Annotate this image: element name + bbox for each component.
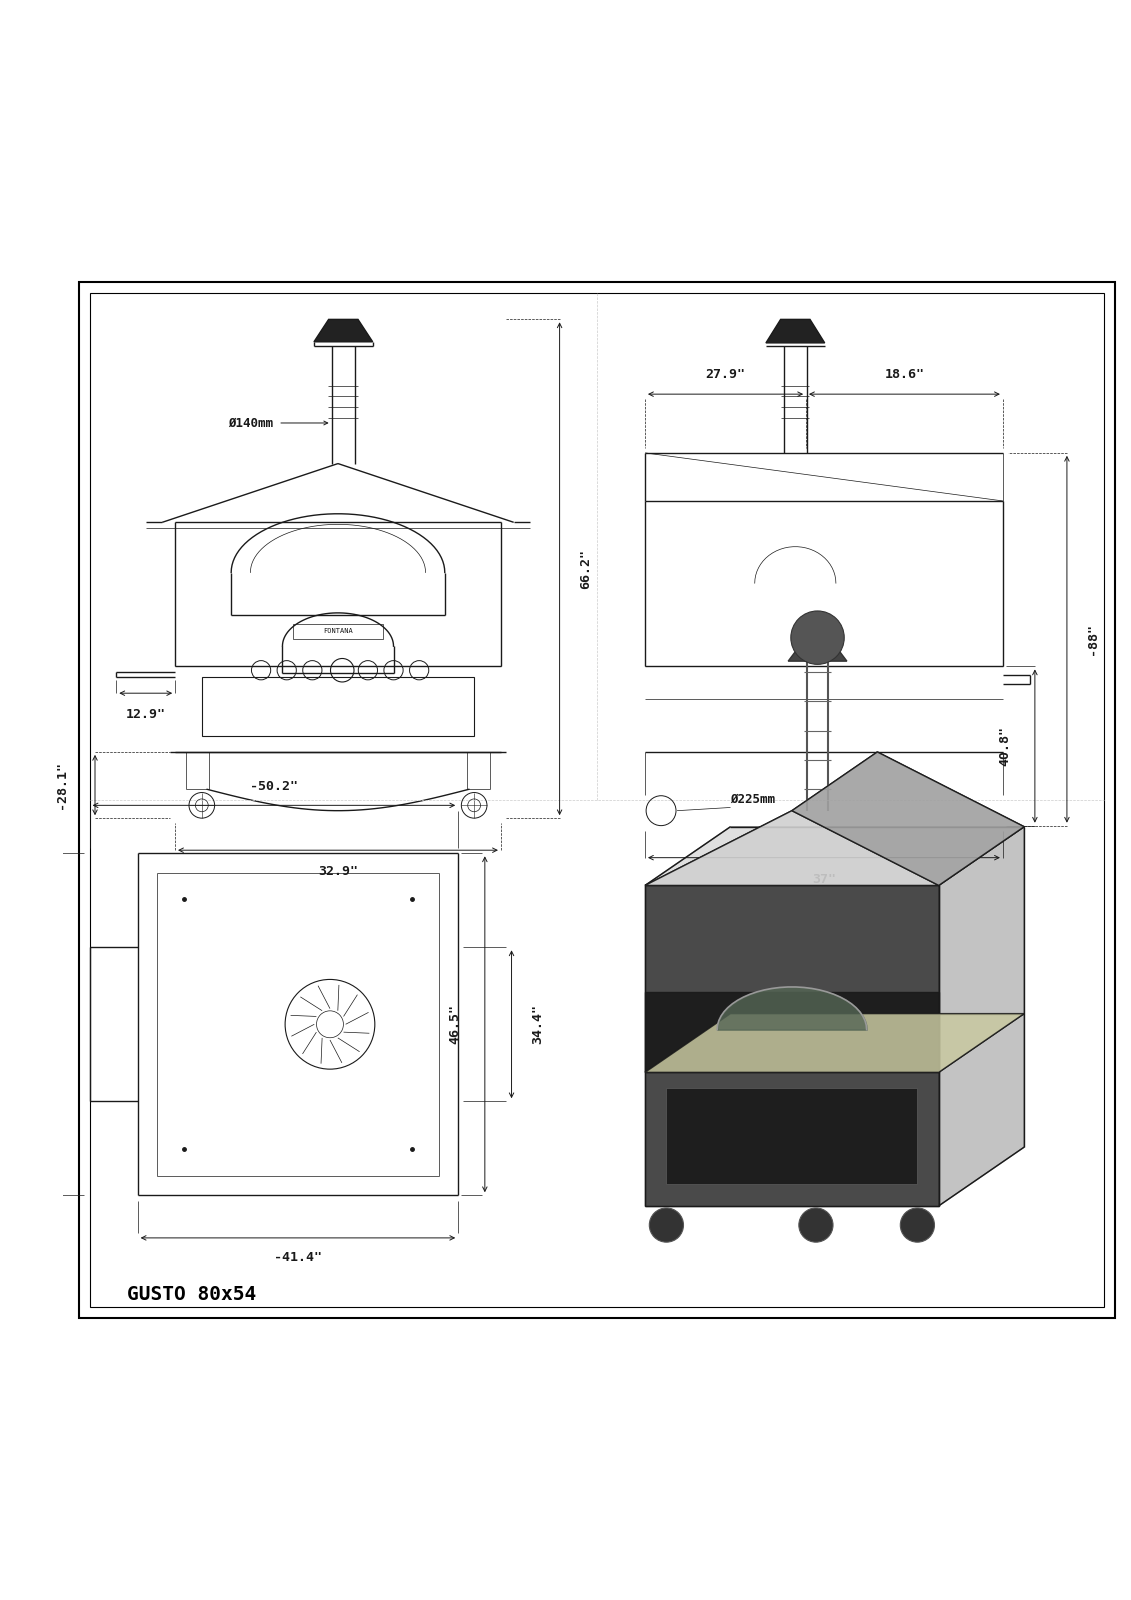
Text: 18.6": 18.6" — [884, 368, 924, 381]
Text: GUSTO 80x54: GUSTO 80x54 — [127, 1285, 257, 1304]
Text: -49.2": -49.2" — [0, 1000, 2, 1048]
Circle shape — [798, 1208, 834, 1242]
Text: 66.2": 66.2" — [579, 549, 592, 589]
Polygon shape — [645, 827, 1025, 885]
Text: 34.4": 34.4" — [530, 1005, 544, 1045]
Circle shape — [900, 1208, 934, 1242]
Text: -50.2": -50.2" — [250, 779, 297, 792]
Text: Ø225mm: Ø225mm — [731, 792, 776, 805]
Text: Ø140mm: Ø140mm — [227, 416, 273, 429]
Polygon shape — [766, 320, 824, 342]
Circle shape — [649, 1208, 683, 1242]
Polygon shape — [645, 811, 939, 885]
Text: 32.9": 32.9" — [318, 866, 359, 878]
Text: -41.4": -41.4" — [274, 1251, 322, 1264]
Bar — [293, 624, 382, 638]
Text: FONTANA: FONTANA — [323, 629, 353, 634]
Bar — [201, 677, 474, 736]
Text: 12.9": 12.9" — [126, 709, 166, 722]
Polygon shape — [645, 1014, 1025, 1072]
Bar — [666, 1088, 917, 1184]
Polygon shape — [939, 827, 1025, 1206]
Text: 37": 37" — [812, 872, 836, 886]
Text: 27.9": 27.9" — [706, 368, 745, 381]
Bar — [645, 992, 939, 1072]
Text: -88": -88" — [1086, 624, 1099, 656]
Polygon shape — [792, 752, 1025, 885]
Polygon shape — [788, 638, 847, 661]
Bar — [645, 885, 939, 1206]
Text: 40.8": 40.8" — [999, 726, 1011, 766]
Text: -28.1": -28.1" — [55, 762, 68, 810]
Text: 46.5": 46.5" — [448, 1005, 461, 1045]
Polygon shape — [314, 320, 373, 342]
Circle shape — [791, 611, 844, 664]
